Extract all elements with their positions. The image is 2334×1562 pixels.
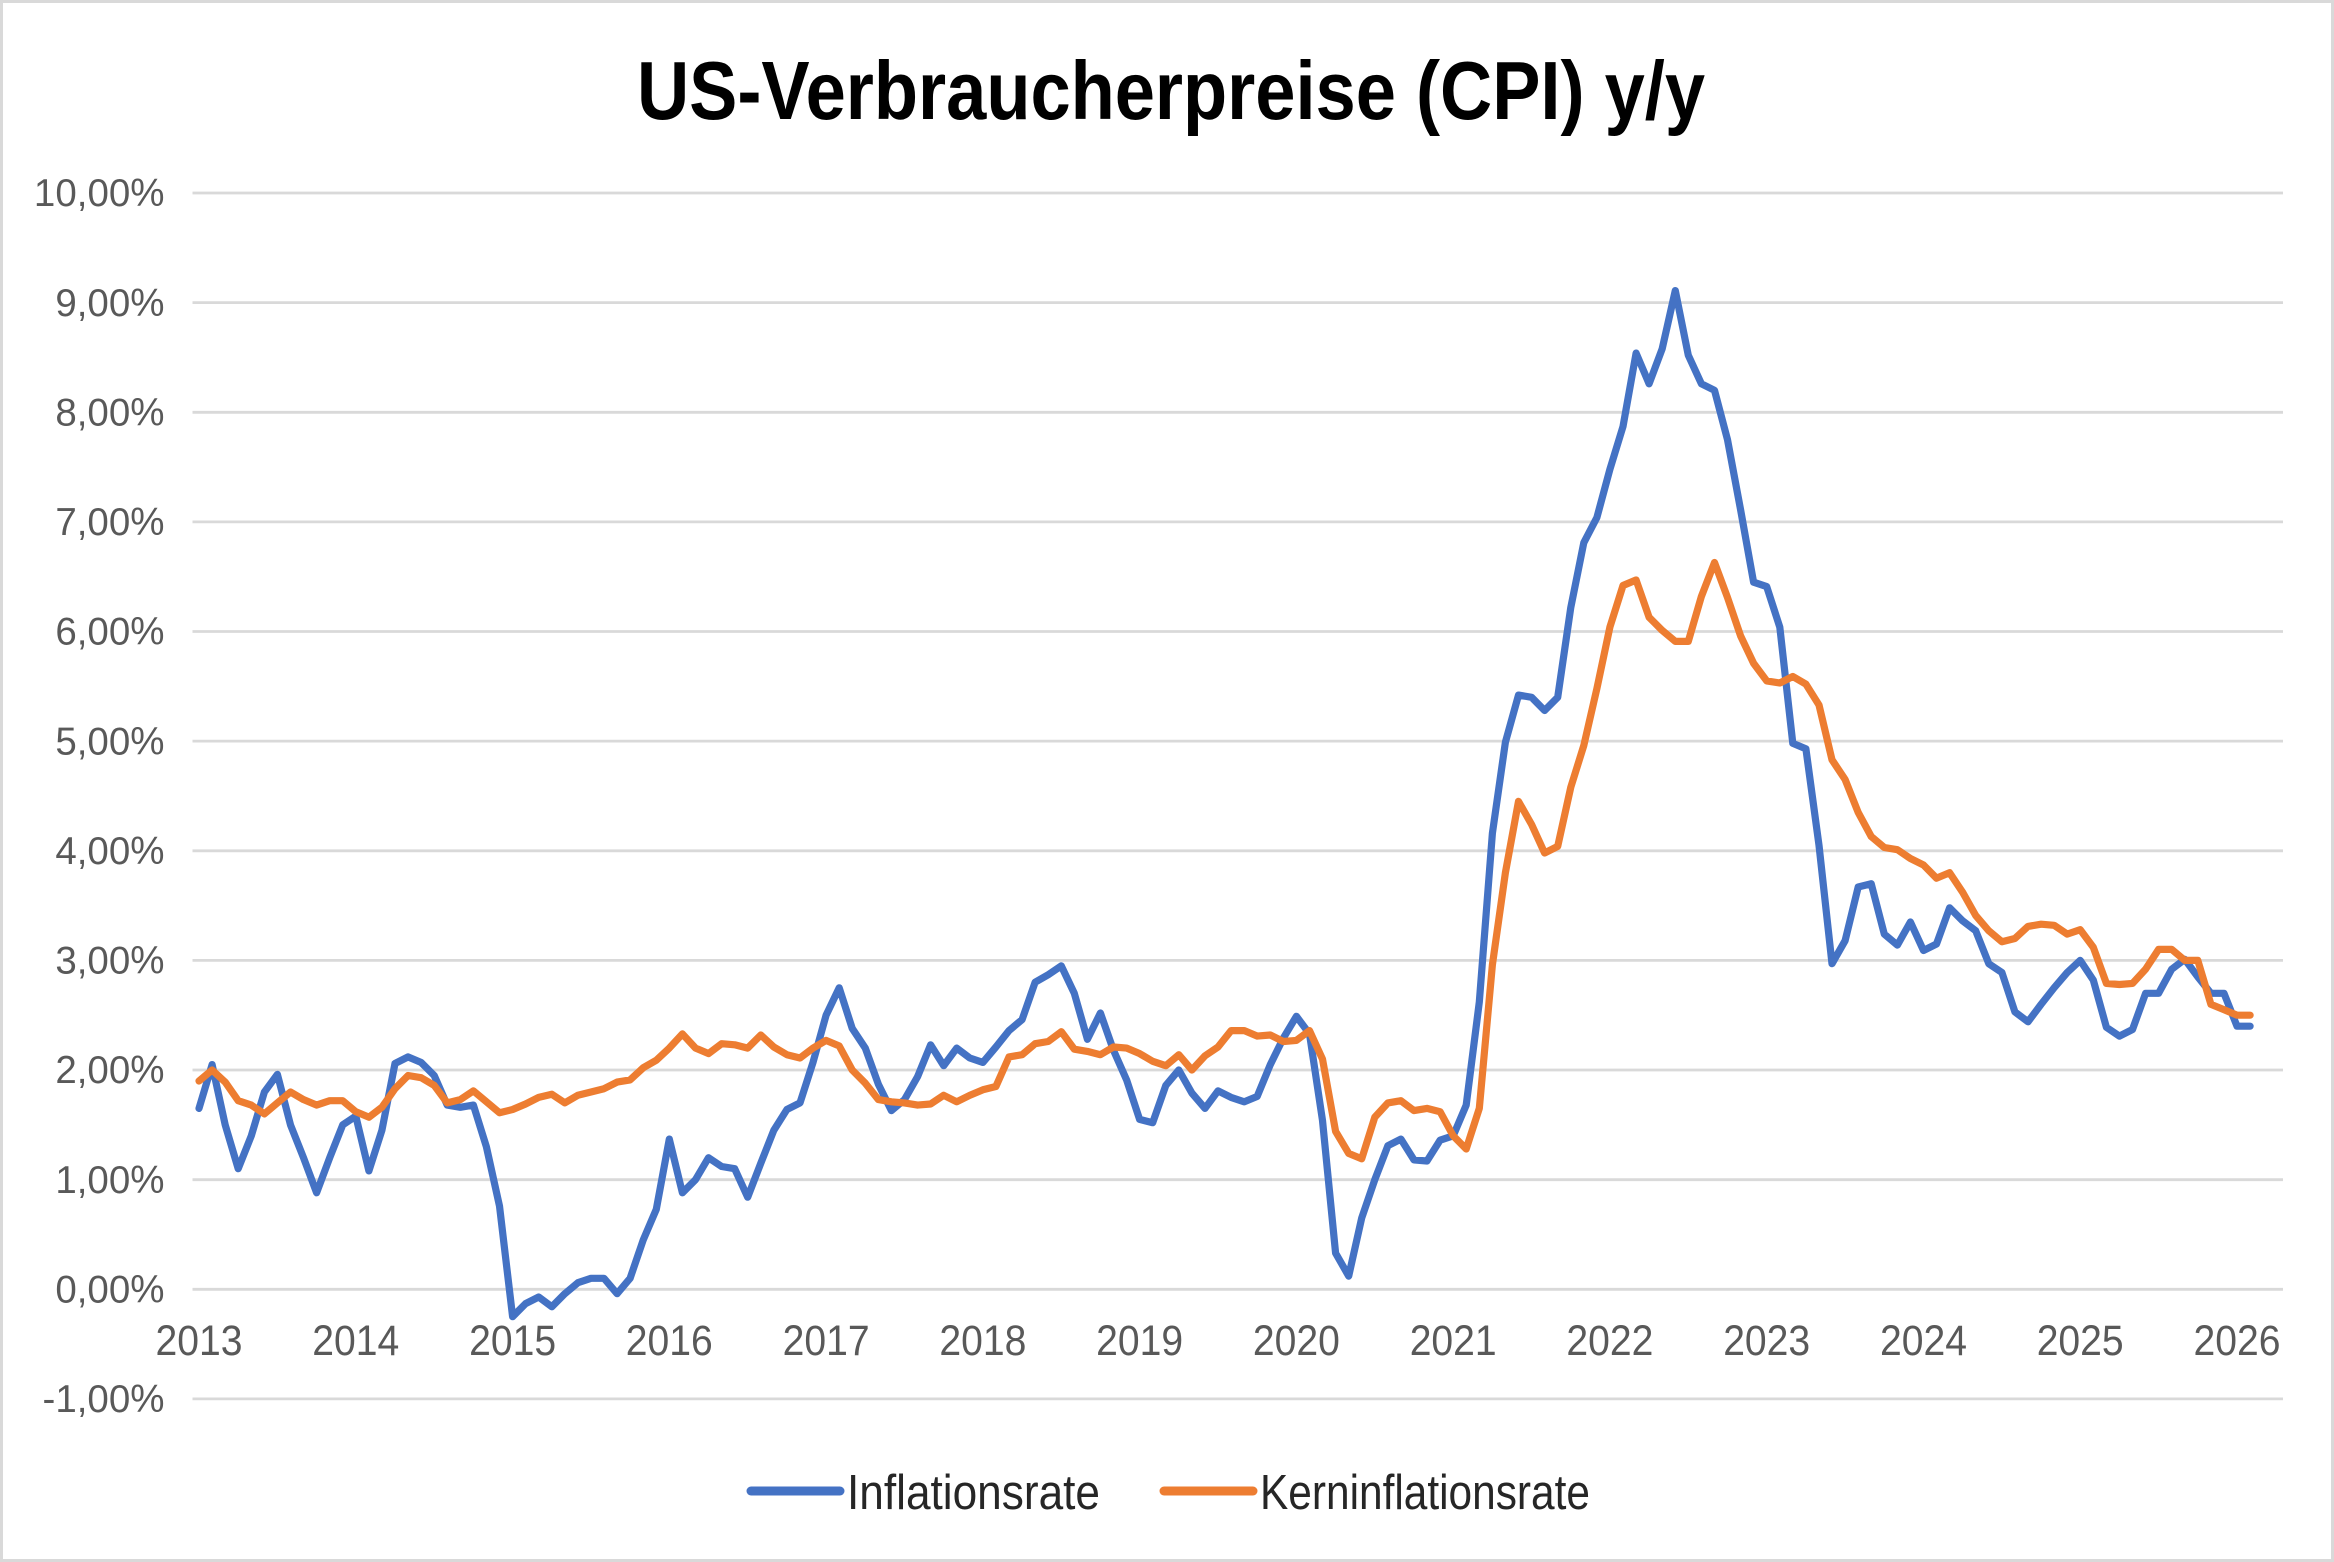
svg-text:2014: 2014 [312,1317,399,1365]
svg-text:2,00%: 2,00% [55,1049,164,1092]
svg-text:US-Verbraucherpreise (CPI) y/y: US-Verbraucherpreise (CPI) y/y [637,44,1705,137]
svg-text:Kerninflationsrate: Kerninflationsrate [1260,1466,1590,1520]
svg-text:2018: 2018 [939,1317,1026,1365]
svg-text:3,00%: 3,00% [55,940,164,983]
svg-text:2015: 2015 [469,1317,556,1365]
svg-text:5,00%: 5,00% [55,720,164,763]
svg-text:2021: 2021 [1410,1317,1497,1365]
svg-text:6,00%: 6,00% [55,611,164,654]
svg-text:2013: 2013 [156,1317,243,1365]
svg-text:2026: 2026 [2194,1317,2281,1365]
svg-text:Inflationsrate: Inflationsrate [847,1466,1100,1520]
svg-text:2017: 2017 [783,1317,870,1365]
svg-text:2024: 2024 [1880,1317,1967,1365]
svg-text:2025: 2025 [2037,1317,2124,1365]
svg-text:-1,00%: -1,00% [43,1378,165,1421]
svg-text:9,00%: 9,00% [55,282,164,325]
svg-text:2022: 2022 [1566,1317,1653,1365]
svg-text:2023: 2023 [1723,1317,1810,1365]
svg-text:1,00%: 1,00% [55,1159,164,1202]
svg-text:7,00%: 7,00% [55,501,164,544]
svg-text:10,00%: 10,00% [34,172,165,215]
svg-text:2019: 2019 [1096,1317,1183,1365]
svg-text:8,00%: 8,00% [55,392,164,435]
svg-text:0,00%: 0,00% [55,1269,164,1312]
svg-text:2020: 2020 [1253,1317,1340,1365]
svg-text:2016: 2016 [626,1317,713,1365]
svg-text:4,00%: 4,00% [55,830,164,873]
